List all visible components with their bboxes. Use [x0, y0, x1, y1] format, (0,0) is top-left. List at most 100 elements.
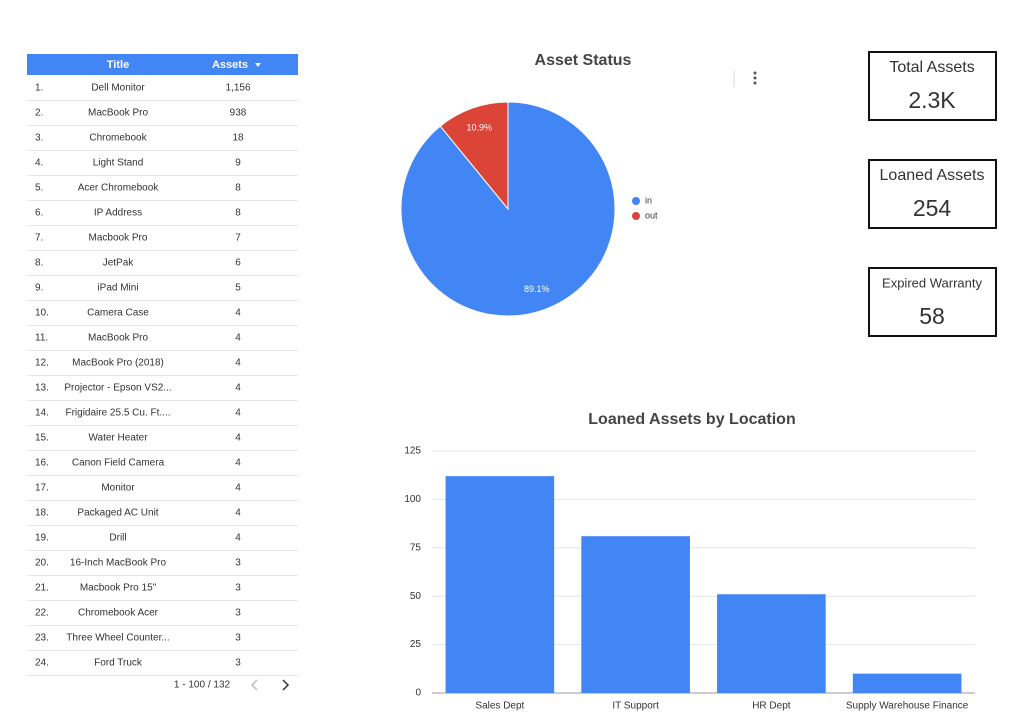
- scorecard-label: Loaned Assets: [880, 167, 985, 184]
- row-number: 7.: [35, 233, 43, 244]
- scorecard-label: Total Assets: [889, 59, 974, 76]
- cell: 5: [235, 283, 241, 294]
- cell: 4: [235, 333, 241, 344]
- cell: 18: [232, 133, 244, 144]
- cell: 938: [230, 108, 247, 119]
- cell: 7: [235, 233, 241, 244]
- cell: Macbook Pro: [89, 233, 148, 244]
- row-number: 14.: [35, 408, 49, 419]
- cell: Water Heater: [88, 433, 148, 444]
- y-tick-label: 125: [404, 446, 421, 457]
- row-number: 4.: [35, 158, 43, 169]
- row-number: 9.: [35, 283, 43, 294]
- cell: MacBook Pro (2018): [72, 358, 164, 369]
- x-tick-label: Sales Dept: [475, 701, 524, 712]
- cell: Frigidaire 25.5 Cu. Ft....: [65, 408, 170, 419]
- scorecard: [868, 51, 997, 121]
- y-tick-label: 25: [410, 639, 422, 650]
- legend-label: out: [645, 210, 658, 220]
- row-number: 1.: [35, 83, 43, 94]
- scorecard-label: Expired Warranty: [882, 275, 982, 290]
- row-number: 19.: [35, 533, 49, 544]
- row-number: 2.: [35, 108, 43, 119]
- cell: Three Wheel Counter...: [66, 633, 169, 644]
- dot: [753, 81, 757, 85]
- legend-label: in: [645, 195, 652, 205]
- table-header: [27, 54, 298, 75]
- cell: Packaged AC Unit: [77, 508, 158, 519]
- dot: [753, 76, 757, 80]
- cell: Light Stand: [93, 158, 144, 169]
- bar: [445, 476, 555, 693]
- y-tick-label: 0: [415, 688, 421, 699]
- row-number: 15.: [35, 433, 49, 444]
- cell: 3: [235, 583, 241, 594]
- sort-icon[interactable]: [255, 63, 261, 67]
- row-number: 10.: [35, 308, 49, 319]
- row-number: 24.: [35, 658, 49, 669]
- cell: 4: [235, 458, 241, 469]
- cell: Projector - Epson VS2...: [64, 383, 171, 394]
- pagination: 1 - 100 / 132: [174, 680, 231, 691]
- cell: 4: [235, 358, 241, 369]
- row-number: 3.: [35, 133, 43, 144]
- row-number: 18.: [35, 508, 49, 519]
- y-tick-label: 50: [410, 591, 422, 602]
- more-menu[interactable]: [753, 71, 757, 85]
- slice-label: 89.1%: [524, 284, 550, 294]
- row-number: 11.: [35, 333, 48, 344]
- scorecard: [868, 267, 997, 337]
- cell: MacBook Pro: [88, 108, 148, 119]
- y-tick-label: 75: [410, 542, 422, 553]
- legend-marker: [632, 212, 640, 220]
- cell: Ford Truck: [94, 658, 143, 669]
- row-number: 6.: [35, 208, 43, 219]
- cell: 3: [235, 608, 241, 619]
- x-tick-label: HR Dept: [752, 701, 791, 712]
- x-tick-label: IT Support: [612, 701, 659, 712]
- bar: [581, 536, 690, 693]
- cell: 4: [235, 433, 241, 444]
- row-number: 22.: [35, 608, 49, 619]
- pie-slice: [439, 101, 509, 211]
- scorecard: [868, 159, 997, 229]
- dot: [753, 71, 757, 75]
- cell: 4: [235, 533, 241, 544]
- cell: Camera Case: [87, 308, 149, 319]
- cell: Dell Monitor: [91, 83, 145, 94]
- cell: 1,156: [225, 83, 250, 94]
- cell: Chromebook: [89, 133, 147, 144]
- cell: IP Address: [94, 208, 142, 219]
- prev-page[interactable]: [250, 679, 258, 691]
- cell: 4: [235, 508, 241, 519]
- cell: 4: [235, 383, 241, 394]
- row-number: 12.: [35, 358, 49, 369]
- column-header[interactable]: Title: [107, 59, 129, 71]
- row-number: 20.: [35, 558, 49, 569]
- cell: 3: [235, 658, 241, 669]
- cell: Macbook Pro 15": [80, 583, 157, 594]
- cell: 8: [235, 183, 241, 194]
- cell: Monitor: [101, 483, 135, 494]
- chart-title: Loaned Assets by Location: [588, 411, 795, 428]
- chart-title: Asset Status: [535, 52, 632, 69]
- y-tick-label: 100: [404, 494, 421, 505]
- cell: 9: [235, 158, 241, 169]
- cell: MacBook Pro: [88, 333, 148, 344]
- scorecard-value: 2.3K: [908, 87, 956, 113]
- row-number: 5.: [35, 183, 43, 194]
- column-header[interactable]: Assets: [212, 59, 248, 71]
- row-number: 16.: [35, 458, 49, 469]
- cell: 16-Inch MacBook Pro: [70, 558, 167, 569]
- slice-label: 10.9%: [466, 123, 492, 133]
- cell: 4: [235, 308, 241, 319]
- cell: 3: [235, 633, 241, 644]
- next-page[interactable]: [282, 679, 290, 691]
- legend-marker: [632, 197, 640, 205]
- cell: Canon Field Camera: [72, 458, 165, 469]
- x-tick-label: Supply Warehouse Finance: [846, 701, 969, 712]
- row-number: 23.: [35, 633, 49, 644]
- cell: 4: [235, 408, 241, 419]
- cell: 3: [235, 558, 241, 569]
